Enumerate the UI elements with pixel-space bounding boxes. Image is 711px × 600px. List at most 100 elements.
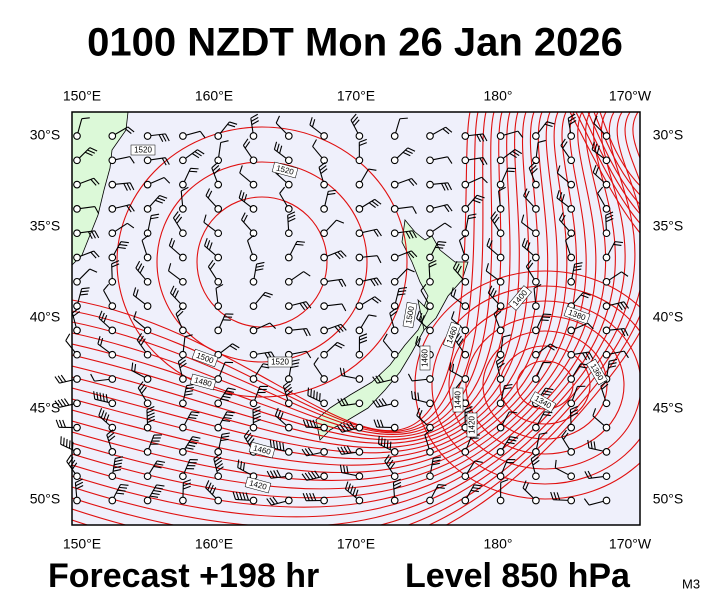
barb-station — [426, 472, 434, 481]
barb-station — [214, 253, 223, 262]
barb-tick — [561, 194, 565, 203]
barb-tick — [243, 214, 248, 223]
barb-station — [179, 156, 187, 165]
barb-station — [567, 156, 576, 165]
barb-tick — [436, 243, 445, 246]
barb-tick — [424, 429, 432, 436]
barb-tick — [312, 419, 317, 428]
barb-station — [73, 229, 81, 238]
barb-tick — [90, 251, 97, 259]
barb-tick — [447, 204, 453, 212]
barb-tick — [399, 117, 408, 120]
barb-tick — [587, 470, 593, 479]
barb-tick — [343, 397, 349, 406]
barb-tick — [285, 389, 293, 396]
barb-station — [567, 253, 576, 262]
barb-tick — [376, 228, 382, 237]
barb-tick — [301, 448, 307, 457]
barb-tick — [605, 217, 614, 223]
barb-tick — [340, 398, 346, 406]
barb-tick — [464, 406, 473, 411]
barb-station — [73, 326, 81, 335]
barb-station — [602, 448, 611, 456]
barb-station — [73, 472, 81, 481]
barb-tick — [132, 287, 137, 296]
barb-station — [355, 399, 364, 408]
barb-tick — [287, 211, 296, 216]
barb-tick — [139, 384, 146, 392]
barb-station — [73, 277, 81, 286]
barb-tick — [506, 441, 515, 445]
barb-station — [143, 472, 152, 481]
label-text: 1520 — [134, 146, 152, 155]
barb-tick — [147, 415, 155, 420]
barb-tick — [541, 393, 551, 396]
barb-tick — [150, 495, 159, 498]
barb-station — [426, 205, 434, 213]
barb-station — [355, 302, 364, 310]
barb-station — [567, 375, 576, 383]
barb-tick — [568, 116, 576, 122]
lon-label-bottom: 160°E — [195, 536, 233, 552]
barb-tick — [291, 362, 300, 365]
barb-station — [426, 326, 434, 335]
barb-tick — [279, 441, 282, 451]
barb-station — [461, 180, 470, 189]
barb-station — [320, 350, 328, 359]
barb-tick — [175, 307, 183, 315]
barb-station — [214, 399, 223, 408]
barb-tick — [164, 133, 170, 142]
barb-tick — [310, 388, 312, 397]
barb-tick — [407, 373, 413, 382]
barb-station — [461, 448, 470, 456]
barb-tick — [398, 290, 407, 293]
barb-tick — [337, 398, 343, 407]
barb-tick — [411, 178, 418, 185]
contour — [575, 112, 640, 225]
barb-tick — [390, 310, 398, 317]
barb-station — [320, 399, 328, 408]
barb-tick — [213, 168, 221, 175]
barb-station — [390, 253, 399, 262]
barb-station — [214, 277, 223, 286]
barb-tick — [129, 182, 135, 191]
barb-tick — [585, 352, 591, 360]
barb-tick — [120, 241, 129, 244]
barb-station — [73, 205, 81, 213]
barb-station — [567, 472, 576, 481]
barb-tick — [521, 214, 525, 223]
barb-station — [426, 496, 434, 505]
barb-station — [461, 205, 470, 213]
barb-tick — [550, 491, 554, 500]
barb-tick — [334, 344, 343, 349]
barb-tick — [450, 287, 454, 296]
barb-tick — [547, 345, 555, 351]
barb-tick — [93, 250, 100, 258]
barb-tick — [251, 120, 259, 126]
barb-tick — [81, 117, 90, 120]
barb-tick — [309, 492, 314, 501]
barb-tick — [305, 493, 310, 501]
barb-tick — [411, 250, 418, 258]
barb-tick — [274, 407, 279, 416]
barb-tick — [523, 188, 528, 197]
barb-tick — [337, 251, 344, 259]
barb-tick — [66, 454, 72, 462]
barb-tick — [273, 141, 278, 150]
barb-tick — [479, 157, 485, 166]
barb-tick — [383, 438, 386, 447]
barb-tick — [180, 186, 189, 192]
barb-tick — [457, 265, 462, 274]
barb-tick — [269, 322, 276, 329]
barb-tick — [93, 391, 96, 400]
barb-tick — [117, 489, 126, 492]
barb-tick — [470, 489, 479, 493]
barb-tick — [455, 381, 462, 389]
barb-tick — [496, 359, 505, 366]
barb-tick — [337, 325, 344, 332]
barb-tick — [279, 412, 284, 421]
barb-tick — [449, 362, 452, 371]
barb-station — [179, 423, 187, 432]
barb-station — [567, 229, 576, 238]
barb-tick — [204, 238, 208, 246]
